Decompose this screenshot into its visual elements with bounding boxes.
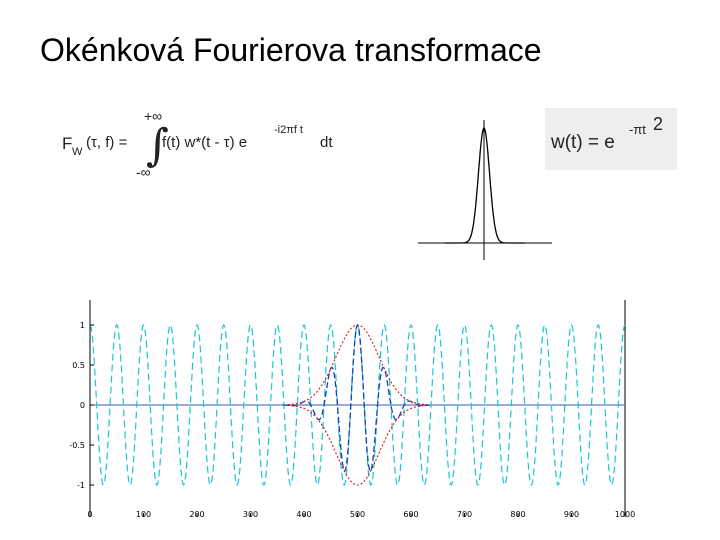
gaussian-window-plot — [418, 120, 552, 260]
formula-upper-limit: +∞ — [144, 108, 163, 124]
x-tick-label: 900 — [564, 510, 579, 519]
x-tick-label: 400 — [296, 510, 311, 519]
envelope-upper — [287, 324, 428, 406]
envelope-lower — [287, 404, 428, 486]
signal-chart: -1 -0.5 0 0.5 1 0 100 200 300 400 500 600 700 800 900 1… — [69, 300, 635, 519]
y-tick-label: -0.5 — [69, 441, 85, 450]
formula-exponent: -i2πf t — [274, 124, 303, 136]
formula-integrand: f(t) w*(t - τ) e — [162, 134, 248, 151]
y-tick-label: -1 — [77, 481, 85, 490]
page-title: Okénková Fourierova transformace — [40, 32, 542, 68]
x-tick-label: 700 — [457, 510, 472, 519]
y-tick-label: 1 — [80, 321, 85, 330]
window-formula-lhs: w(t) = e — [551, 132, 615, 153]
gaussian-curve — [445, 127, 525, 244]
x-tick-label: 600 — [403, 510, 418, 519]
formula-lhs-sub: W — [72, 146, 83, 158]
windowed-series — [282, 323, 433, 473]
x-tick-label: 500 — [350, 510, 365, 519]
window-formula-exponent: -πt — [629, 122, 646, 137]
y-tick-label: 0.5 — [72, 361, 85, 370]
formula-lhs-f: F — [62, 134, 73, 153]
formula-dt: dt — [320, 134, 333, 151]
window-formula: w(t) = e -πt 2 — [545, 108, 677, 170]
x-tick-label: 200 — [189, 510, 204, 519]
window-formula-power: 2 — [653, 114, 664, 134]
x-tick-label: 0 — [87, 510, 92, 519]
integral-sign: ∫ — [146, 120, 169, 171]
formula-lhs-args: (τ, f) = — [86, 134, 128, 151]
stft-formula: F W (τ, f) = +∞ ∫ f(t) w*(t - τ) e -i2πf… — [62, 108, 362, 186]
formula-lower-limit: -∞ — [136, 164, 151, 180]
x-tick-label: 100 — [136, 510, 151, 519]
x-tick-label: 300 — [243, 510, 258, 519]
y-tick-label: 0 — [80, 401, 85, 410]
x-tick-label: 800 — [510, 510, 525, 519]
x-tick-label: 1000 — [615, 510, 635, 519]
